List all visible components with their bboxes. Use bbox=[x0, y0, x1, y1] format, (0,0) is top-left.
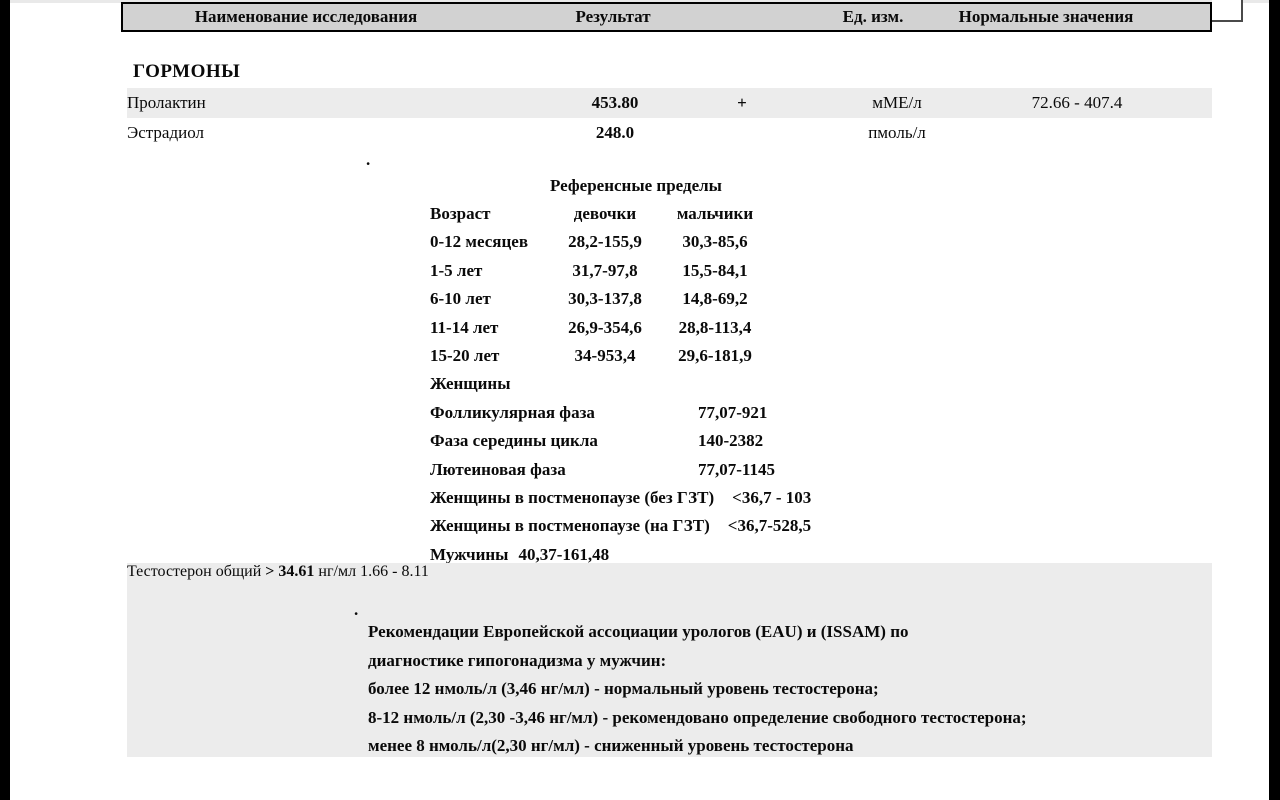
girls-range: 31,7-97,8 bbox=[572, 260, 638, 280]
reference-age-row: 6-10 лет 30,3-137,8 14,8-69,2 bbox=[430, 285, 811, 313]
test-result: 453.80 bbox=[591, 93, 639, 112]
boys-range: 15,5-84,1 bbox=[682, 260, 748, 280]
recommendation-line: диагностике гипогонадизма у мужчин: bbox=[368, 650, 667, 670]
age-label: 0-12 месяцев bbox=[430, 232, 529, 252]
women-section-header: Женщины bbox=[430, 370, 811, 398]
girls-range: 30,3-137,8 bbox=[568, 289, 642, 309]
reference-phase-row: Женщины в постменопаузе (на ГЗТ) <36,7-5… bbox=[430, 512, 811, 540]
reference-age-row: 11-14 лет 26,9-354,6 28,8-113,4 bbox=[430, 314, 811, 342]
phase-label: Фолликулярная фаза bbox=[430, 402, 595, 422]
testosterone-result-block: Тестостерон общий > 34.61 нг/мл 1.66 - 8… bbox=[127, 563, 1212, 757]
header-col-range: Нормальные значения bbox=[958, 7, 1134, 26]
age-label: 11-14 лет bbox=[430, 317, 499, 337]
header-col-name: Наименование исследования bbox=[194, 7, 418, 26]
test-name: Пролактин bbox=[127, 93, 206, 112]
top-edge-strip bbox=[10, 0, 1269, 3]
test-result: > 34.61 bbox=[265, 563, 315, 580]
test-name: Эстрадиол bbox=[127, 123, 204, 142]
col-girls: девочки bbox=[573, 204, 637, 223]
reference-men-row: Мужчины 40,37-161,48 bbox=[430, 541, 811, 569]
table-row-estradiol: Эстрадиол 248.0 пмоль/л bbox=[127, 118, 1212, 148]
recommendation-line: 8-12 нмоль/л (2,30 -3,46 нг/мл) - рекоме… bbox=[368, 707, 1027, 727]
recommendation-line: Рекомендации Европейской ассоциации урол… bbox=[368, 622, 909, 641]
test-units: нг/мл bbox=[318, 563, 357, 580]
age-label: 1-5 лет bbox=[430, 260, 483, 280]
recommendation-line: менее 8 нмоль/л(2,30 нг/мл) - сниженный … bbox=[368, 736, 854, 755]
girls-range: 34-953,4 bbox=[574, 345, 636, 365]
abnormal-flag: + bbox=[737, 93, 747, 112]
recommendation-line: более 12 нмоль/л (3,46 нг/мл) - нормальн… bbox=[368, 679, 879, 698]
phase-label: Лютеиновая фаза bbox=[430, 459, 566, 479]
reference-phase-row: Фаза середины цикла 140-2382 bbox=[430, 427, 811, 455]
test-units: пмоль/л bbox=[868, 123, 926, 142]
test-result: 248.0 bbox=[595, 123, 635, 142]
reference-age-row: 0-12 месяцев 28,2-155,9 30,3-85,6 bbox=[430, 228, 811, 256]
reference-age-row: 1-5 лет 31,7-97,8 15,5-84,1 bbox=[430, 257, 811, 285]
men-range: 40,37-161,48 bbox=[518, 544, 610, 564]
reference-phase-row: Фолликулярная фаза 77,07-921 bbox=[430, 399, 811, 427]
boys-range: 28,8-113,4 bbox=[678, 317, 752, 337]
women-label: Женщины bbox=[430, 374, 511, 394]
age-label: 6-10 лет bbox=[430, 289, 491, 309]
phase-label: Женщины в постменопаузе (на ГЗТ) bbox=[430, 516, 710, 536]
scroll-corner-box[interactable] bbox=[1212, 0, 1243, 22]
phase-range: <36,7-528,5 bbox=[727, 516, 812, 536]
left-black-bar bbox=[0, 0, 10, 800]
reference-columns-row: Возраст девочки мальчики bbox=[430, 200, 811, 228]
reference-limits-table: Возраст девочки мальчики 0-12 месяцев 28… bbox=[430, 200, 811, 569]
girls-range: 28,2-155,9 bbox=[568, 232, 642, 252]
reference-phase-row: Лютеиновая фаза 77,07-1145 bbox=[430, 456, 811, 484]
men-label: Мужчины bbox=[430, 544, 509, 564]
phase-label: Фаза середины цикла bbox=[430, 431, 598, 451]
normal-range: 72.66 - 407.4 bbox=[1031, 93, 1123, 112]
col-age: Возраст bbox=[430, 204, 491, 223]
boys-range: 14,8-69,2 bbox=[682, 289, 748, 309]
phase-range: 77,07-921 bbox=[698, 402, 768, 422]
table-row-testosterone: Тестостерон общий > 34.61 нг/мл 1.66 - 8… bbox=[127, 563, 1212, 593]
section-title-hormones: ГОРМОНЫ bbox=[133, 61, 241, 82]
phase-label: Женщины в постменопаузе (без ГЗТ) bbox=[430, 487, 715, 507]
header-col-result: Результат bbox=[575, 7, 651, 26]
col-boys: мальчики bbox=[676, 204, 754, 223]
age-label: 15-20 лет bbox=[430, 345, 500, 365]
boys-range: 30,3-85,6 bbox=[682, 232, 748, 252]
phase-range: <36,7 - 103 bbox=[732, 487, 812, 507]
reference-age-row: 15-20 лет 34-953,4 29,6-181,9 bbox=[430, 342, 811, 370]
recommendations-text: Рекомендации Европейской ассоциации урол… bbox=[368, 618, 1027, 761]
table-header: Наименование исследования Результат Ед. … bbox=[121, 2, 1212, 32]
period-mark: . bbox=[354, 600, 359, 619]
test-units: мМЕ/л bbox=[872, 93, 922, 112]
header-col-units: Ед. изм. bbox=[842, 7, 904, 26]
table-row-prolactin: Пролактин 453.80 + мМЕ/л 72.66 - 407.4 bbox=[127, 88, 1212, 118]
test-name: Тестостерон общий bbox=[127, 563, 262, 580]
right-black-bar bbox=[1269, 0, 1280, 800]
reference-limits-title: Референсные пределы bbox=[550, 176, 722, 195]
phase-range: 77,07-1145 bbox=[698, 459, 775, 479]
reference-phase-row: Женщины в постменопаузе (без ГЗТ) <36,7 … bbox=[430, 484, 811, 512]
period-mark: . bbox=[366, 150, 371, 169]
girls-range: 26,9-354,6 bbox=[568, 317, 642, 337]
normal-range: 1.66 - 8.11 bbox=[360, 563, 429, 580]
phase-range: 140-2382 bbox=[698, 431, 764, 451]
boys-range: 29,6-181,9 bbox=[678, 345, 752, 365]
